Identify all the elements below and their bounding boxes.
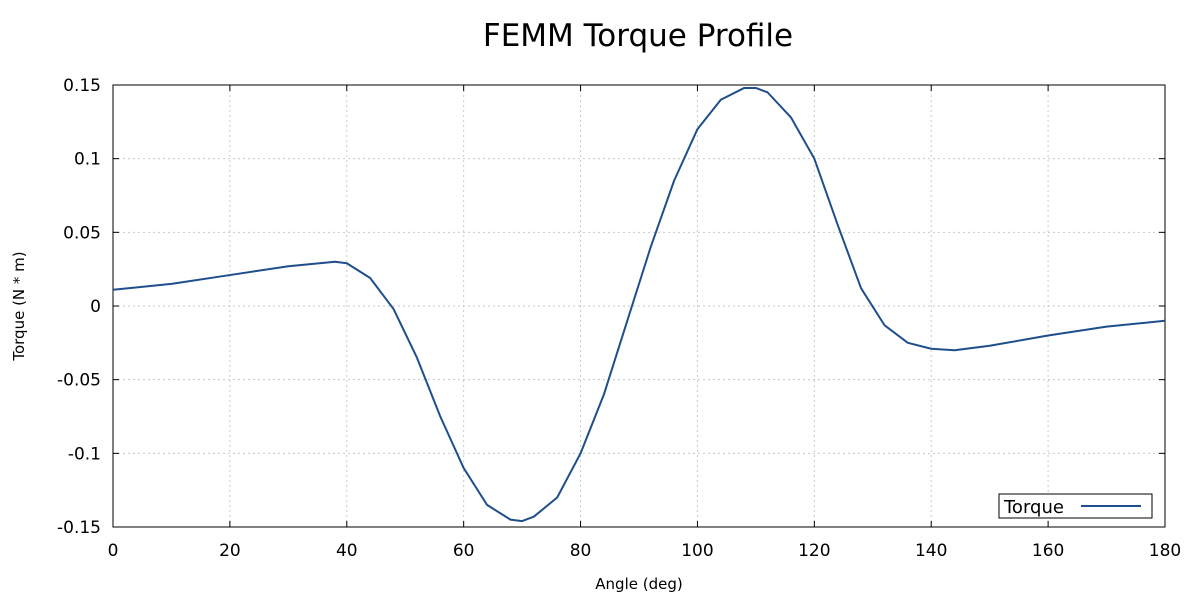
axis-ticks: 0 20 40 60 80 100 120 140 160 180 -0.15 -0.1 -0.05 0 0… (57, 76, 1181, 561)
series-layer (112, 86, 1166, 523)
x-tick-label: 60 (453, 541, 475, 561)
chart-title: FEMM Torque Profile (483, 18, 793, 54)
x-tick-label: 100 (681, 541, 713, 561)
legend: Torque (998, 493, 1153, 519)
x-tick-label: 180 (1149, 541, 1181, 561)
y-tick-label: 0.05 (63, 223, 101, 243)
x-axis-title: Angle (deg) (595, 575, 682, 593)
legend-label: Torque (1003, 497, 1064, 518)
x-tick-label: 80 (570, 541, 592, 561)
y-tick-label: 0 (90, 297, 101, 317)
x-tick-label: 160 (1032, 541, 1064, 561)
x-tick-label: 0 (108, 541, 119, 561)
y-tick-label: -0.05 (57, 371, 101, 391)
x-tick-label: 140 (915, 541, 947, 561)
x-tick-label: 40 (336, 541, 358, 561)
y-axis-title: Torque (N * m) (10, 251, 28, 361)
y-tick-label: 0.1 (74, 150, 101, 170)
x-tick-label: 120 (798, 541, 830, 561)
series-line-torque (112, 86, 1166, 523)
y-tick-label: -0.15 (57, 518, 101, 538)
x-tick-label: 20 (219, 541, 241, 561)
y-tick-label: -0.1 (68, 444, 101, 464)
grid-lines (113, 85, 1165, 527)
y-tick-label: 0.15 (63, 76, 101, 96)
